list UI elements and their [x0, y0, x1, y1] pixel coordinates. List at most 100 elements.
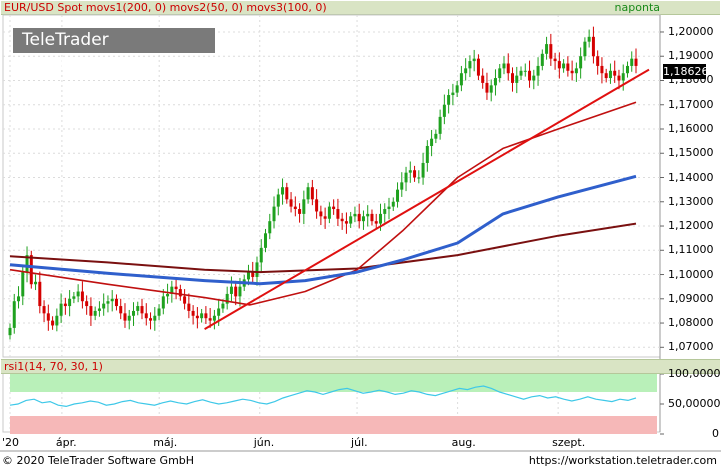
price-tick-label: 1,19000 [668, 49, 714, 63]
candle-body [323, 216, 327, 219]
candle-body [255, 262, 259, 277]
candle-body [464, 68, 468, 74]
candle-body [404, 172, 408, 183]
candle-body [468, 61, 472, 69]
candle-body [451, 92, 455, 96]
candle-body [621, 73, 625, 81]
candle-body [421, 162, 425, 178]
candle-body [136, 306, 140, 311]
candle-body [319, 211, 323, 217]
candle-body [200, 313, 204, 319]
candle-body [268, 221, 272, 234]
candle-body [425, 145, 429, 163]
trend-line [204, 68, 650, 330]
candle-body [540, 53, 544, 66]
candle-body [562, 63, 566, 69]
candle-body [217, 308, 221, 316]
candle-body [110, 298, 114, 302]
price-tick-label: 1,07000 [668, 340, 714, 354]
rsi-oversold-band [10, 416, 657, 434]
candle-body [600, 65, 604, 74]
candle-body [264, 233, 268, 248]
candle-body [21, 272, 25, 297]
candle-body [545, 44, 549, 54]
candle-body [511, 73, 515, 83]
candle-body [85, 301, 89, 307]
time-tick-label: aug. [451, 436, 476, 449]
candle-body [438, 116, 442, 134]
candle-body [489, 85, 493, 93]
candle-body [625, 65, 629, 74]
rsi-line [9, 385, 637, 408]
candle-body [387, 206, 391, 210]
candle-body [587, 36, 591, 42]
time-tick-label: júl. [351, 436, 368, 449]
candle-body [55, 315, 59, 326]
candle-body [502, 63, 506, 69]
candle-body [285, 187, 289, 200]
candle-body [276, 194, 280, 207]
candle-body [123, 313, 127, 321]
price-tick-label: 1,15000 [668, 146, 714, 160]
rsi-tick-label: 50,00000 [668, 397, 721, 410]
rsi-tick-label: 100,00000 [668, 367, 721, 380]
candle-body [336, 209, 340, 219]
price-tick-label: 1,11000 [668, 243, 714, 257]
candle-body [298, 209, 302, 214]
candle-body [204, 313, 208, 319]
candle-body [174, 286, 178, 290]
candle-body [187, 303, 191, 311]
candle-body [634, 58, 638, 66]
footer-url-link[interactable]: https://workstation.teletrader.com [528, 454, 717, 467]
candle-body [234, 286, 238, 297]
candle-body [42, 306, 46, 314]
candle-body [293, 206, 297, 210]
candle-body [378, 213, 382, 224]
time-tick-label: máj. [153, 436, 178, 449]
candle-body [613, 70, 617, 76]
candle-body [366, 213, 370, 217]
candle-body [306, 187, 310, 200]
rsi-panel-header: rsi1(14, 70, 30, 1) [1, 359, 720, 374]
candle-body [515, 75, 519, 83]
candle-body [349, 216, 353, 224]
watermark-logo: TeleTrader WorkStation [13, 28, 215, 75]
candle-body [114, 298, 118, 307]
candle-body [472, 58, 476, 62]
candle-body [391, 201, 395, 207]
candle-body [340, 218, 344, 222]
candle-body [153, 315, 157, 321]
candle-body [383, 209, 387, 214]
candle-body [59, 303, 63, 316]
candle-body [51, 320, 55, 326]
candle-body [370, 213, 374, 222]
price-tick-label: 1,17000 [668, 97, 714, 111]
candle-body [289, 199, 293, 207]
movs3-line [9, 174, 637, 286]
candle-body [434, 133, 438, 139]
candle-body [357, 213, 361, 222]
candle-body [208, 318, 212, 321]
candle-body [29, 255, 33, 285]
candle-body [131, 310, 135, 316]
candle-body [332, 206, 336, 210]
candle-body [493, 78, 497, 86]
candle-body [25, 255, 29, 273]
candle-body [272, 206, 276, 222]
candle-body [315, 199, 319, 212]
price-tick-label: 1,13000 [668, 194, 714, 208]
candle-body [63, 303, 67, 307]
candle-body [229, 286, 233, 294]
candle-body [506, 63, 510, 74]
time-tick-label: szept. [552, 436, 586, 449]
price-tick-label: 1,09000 [668, 291, 714, 305]
candle-body [481, 75, 485, 83]
candle-body [396, 189, 400, 202]
period-label[interactable]: naponta [614, 1, 660, 14]
candle-body [549, 44, 553, 59]
candle-body [106, 301, 110, 304]
candle-body [630, 58, 634, 66]
candle-body [259, 247, 263, 263]
